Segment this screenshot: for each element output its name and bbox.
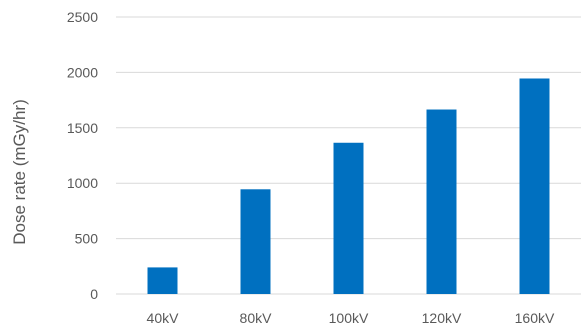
bar-160kV (519, 78, 550, 294)
x-axis-tick-labels: 40kV 80kV 100kV 120kV 160kV (147, 310, 555, 326)
y-axis-title: Dose rate (mGy/hr) (10, 99, 29, 244)
y-tick-label: 1000 (67, 175, 98, 191)
x-tick-label: 120kV (422, 310, 462, 326)
y-tick-label: 2000 (67, 64, 98, 80)
y-axis-tick-labels: 0 500 1000 1500 2000 2500 (67, 9, 98, 302)
x-tick-label: 40kV (147, 310, 180, 326)
y-tick-label: 1500 (67, 120, 98, 136)
bar-40kV (147, 267, 178, 294)
bars (147, 78, 550, 294)
x-tick-label: 100kV (329, 310, 369, 326)
bar-80kV (240, 189, 271, 294)
x-tick-label: 80kV (240, 310, 273, 326)
x-tick-label: 160kV (515, 310, 555, 326)
y-tick-label: 0 (90, 286, 98, 302)
bar-100kV (333, 142, 364, 294)
y-tick-label: 2500 (67, 9, 98, 25)
bar-120kV (426, 109, 457, 294)
y-tick-label: 500 (75, 231, 99, 247)
